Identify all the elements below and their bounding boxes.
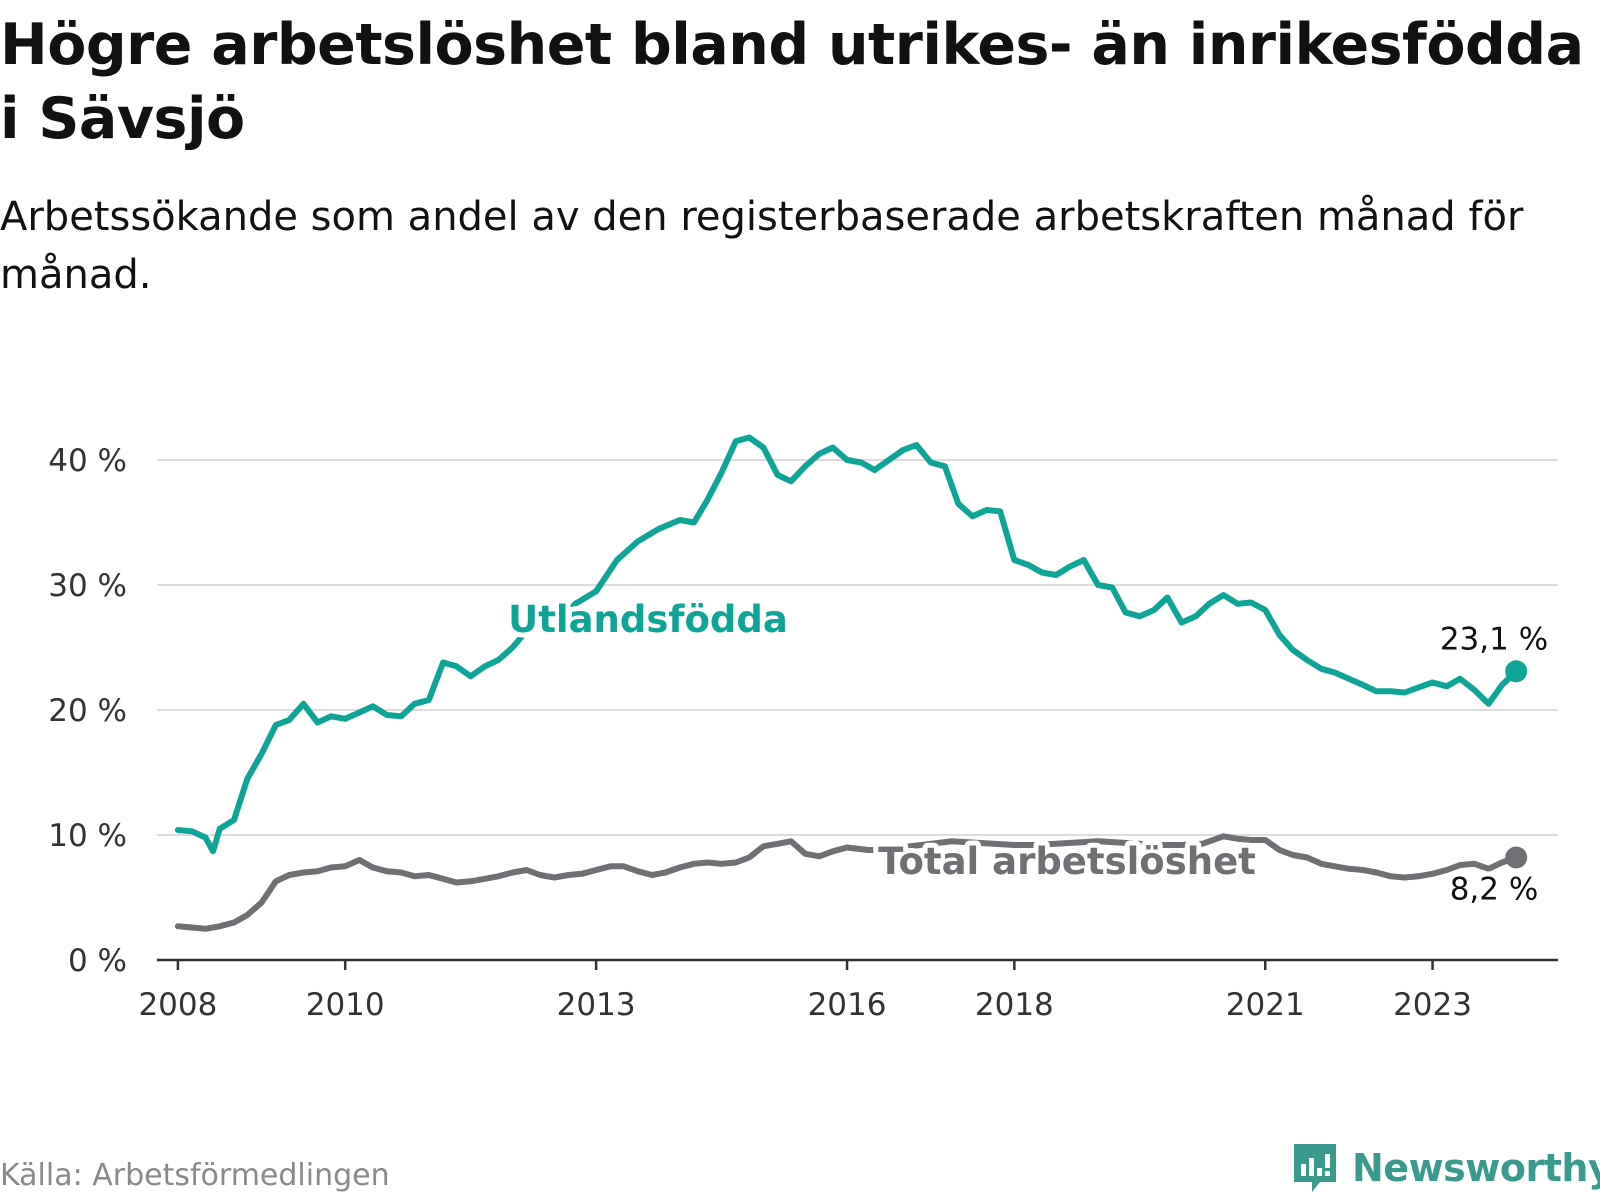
foreign-end-point <box>1505 660 1528 683</box>
brand-logo[interactable]: Newsworthy <box>1290 1140 1600 1196</box>
chart-title: Högre arbetslöshet bland utrikes- än inr… <box>0 12 1584 152</box>
x-tick-label: 2016 <box>808 987 887 1023</box>
foreign-line <box>174 434 1520 855</box>
series-label-total: Total arbetslöshet <box>878 840 1256 883</box>
x-axis <box>157 958 1558 970</box>
x-tick-label: 2010 <box>306 987 385 1023</box>
x-tick-label: 2008 <box>138 987 217 1023</box>
x-tick-label: 2023 <box>1393 987 1472 1023</box>
total-line <box>174 833 1520 932</box>
series-labels: Utlandsfödda Total arbetslöshet 23,1 % 8,2 … <box>503 593 1553 913</box>
series-lines <box>174 434 1528 932</box>
y-tick-label: 30 % <box>48 568 127 604</box>
y-tick-label: 40 % <box>48 443 127 479</box>
total-end-point <box>1505 846 1528 869</box>
gridlines <box>157 459 1558 836</box>
end-label-total: 8,2 % <box>1450 872 1539 908</box>
x-tick-label: 2013 <box>557 987 636 1023</box>
chart-subtitle: Arbetssökande som andel av den registerb… <box>0 194 1524 298</box>
y-tick-label: 0 % <box>68 943 127 979</box>
x-axis-labels: 2008 2010 2013 2016 2018 2021 2023 <box>138 987 1472 1023</box>
y-axis-labels: 0 % 10 % 20 % 30 % 40 % <box>48 443 127 979</box>
y-tick-label: 10 % <box>48 818 127 854</box>
y-tick-label: 20 % <box>48 693 127 729</box>
brand-name: Newsworthy <box>1352 1146 1600 1190</box>
end-label-utlandsfodda: 23,1 % <box>1440 621 1548 657</box>
source-note: Källa: Arbetsförmedlingen <box>0 1158 390 1193</box>
x-tick-label: 2021 <box>1226 987 1305 1023</box>
newsworthy-logo-icon <box>1294 1144 1336 1192</box>
series-label-utlandsfodda: Utlandsfödda <box>508 598 788 641</box>
x-tick-label: 2018 <box>975 987 1054 1023</box>
